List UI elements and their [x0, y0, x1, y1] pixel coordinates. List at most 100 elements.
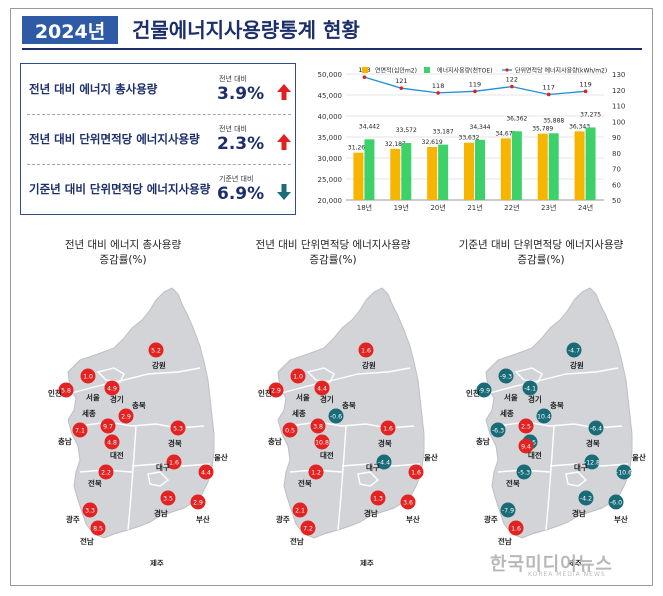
korea-map-2: 2.9인천 1.0 서울 4.4경기 1.6 강원 3.8 세종 -0.6충북 0.5충남 10.8…	[258, 287, 438, 566]
bar-energy-use	[401, 142, 412, 200]
kpi-label: 기준년 대비 단위면적당 에너지사용량	[29, 182, 211, 196]
x-tick-label: 24년	[578, 203, 593, 212]
region-value-bubble	[490, 422, 506, 438]
bar-energy-use	[585, 127, 596, 200]
bar-energy-use	[475, 139, 485, 200]
region-value: 5.3	[173, 426, 183, 433]
bar-data-label: 32,619	[422, 139, 443, 146]
region-name-label: 세종	[500, 408, 514, 418]
y-right-tick-label: 60	[612, 181, 621, 189]
region-name-label: 대구	[574, 462, 588, 472]
intensity-data-label: 117	[543, 83, 555, 91]
region-value-bubble	[584, 454, 600, 470]
kpi-summary-box: 전년 대비 에너지 총사용량 전년 대비 3.9% 전년 대비 단위면적당 에너…	[20, 63, 296, 215]
region-value: -9.9	[478, 388, 490, 395]
region-name-label: 부산	[196, 514, 210, 524]
region-name-label: 충남	[268, 436, 282, 446]
region-name-label: 인천	[466, 388, 480, 398]
region-value: -4.2	[580, 496, 592, 503]
region-value: 2.2	[101, 470, 111, 477]
watermark-logo: 한국미디어뉴스	[490, 554, 613, 575]
y-right-tick-label: 70	[612, 166, 621, 174]
region-value-bubble	[160, 490, 176, 506]
province-border	[96, 367, 125, 383]
bar-data-label: 35,888	[543, 117, 564, 124]
region-value: -6.4	[590, 426, 602, 433]
region-value: -5.3	[518, 470, 530, 477]
region-value: 1.0	[83, 374, 93, 381]
map-subtitle: 증감률(%)	[99, 254, 146, 266]
bar-energy-use	[364, 139, 375, 200]
region-name-label: 울산	[424, 452, 438, 462]
region-name-label: 대전	[320, 450, 334, 460]
region-name-label: 경기	[320, 394, 334, 404]
region-value-bubble	[408, 464, 424, 480]
region-value: -0.6	[330, 414, 342, 421]
intensity-data-label: 122	[506, 76, 518, 84]
bar-floor-area	[500, 138, 511, 200]
province-border	[67, 367, 201, 395]
region-value: 7.2	[303, 526, 313, 533]
region-value: -10.6	[616, 470, 632, 477]
map-title: 기준년 대비 단위면적당 에너지사용량	[459, 238, 624, 251]
intensity-point	[583, 89, 588, 94]
legend-label: 연면적(십만m2)	[375, 67, 417, 75]
region-value: 4.4	[317, 386, 327, 393]
region-name-label: 전남	[290, 536, 304, 546]
intensity-data-label: 119	[579, 80, 591, 88]
y-left-tick-label: 40,000	[318, 113, 343, 121]
intensity-point	[436, 91, 440, 95]
y-right-tick-label: 100	[612, 118, 625, 126]
region-name-label: 강원	[152, 360, 166, 370]
bar-floor-area	[574, 131, 585, 200]
region-value: 1.6	[511, 526, 521, 533]
x-tick-label: 22년	[504, 203, 519, 212]
x-tick-label: 23년	[541, 203, 556, 212]
region-value: 10.4	[537, 414, 551, 421]
region-value: 2.9	[193, 500, 203, 507]
region-value: -9.3	[500, 374, 512, 381]
y-right-tick-label: 50	[612, 197, 621, 205]
region-value: 1.6	[169, 460, 179, 467]
region-value-bubble	[290, 368, 306, 384]
region-value-bubble	[148, 342, 164, 358]
legend-label: 단위면적당 에너지사용량(kWh/m2)	[515, 67, 607, 75]
bar-data-label: 34,672	[495, 130, 516, 137]
region-name-label: 서울	[296, 392, 310, 402]
region-name-label: 전북	[298, 478, 312, 488]
kpi-divider	[27, 164, 291, 165]
region-name-label: 전북	[88, 478, 102, 488]
y-left-tick-label: 30,000	[318, 155, 343, 163]
bar-data-label: 35,789	[532, 126, 553, 133]
bar-data-label: 34,442	[359, 123, 380, 130]
region-value-bubble	[170, 420, 186, 436]
region-name-label: 전남	[498, 536, 512, 546]
region-name-label: 광주	[276, 514, 290, 524]
x-tick-label: 20년	[430, 203, 445, 212]
region-value-bubble	[566, 342, 582, 358]
region-value-bubble	[358, 342, 374, 358]
legend-swatch	[424, 67, 430, 73]
kpi-value: 3.9%	[217, 84, 265, 104]
y-left-tick-label: 50,000	[318, 71, 343, 79]
region-value: 4.9	[107, 386, 117, 393]
region-value: 2.9	[271, 388, 281, 395]
intensity-point	[546, 92, 551, 97]
intensity-data-label: 118	[432, 82, 444, 90]
province-border	[485, 367, 619, 395]
region-name-label: 부산	[406, 514, 420, 524]
bar-floor-area	[353, 152, 364, 200]
kpi-value: 2.3%	[217, 134, 265, 154]
figure-frame	[10, 8, 653, 586]
province-border	[514, 367, 543, 383]
region-value-bubble	[300, 520, 316, 536]
region-name-label: 충남	[58, 436, 72, 446]
y-left-tick-label: 20,000	[318, 197, 343, 205]
region-value-bubble	[518, 418, 534, 434]
intensity-point	[399, 86, 404, 90]
region-value-bubble	[80, 368, 96, 384]
region-value: 1.0	[293, 374, 303, 381]
legend-label: 에너지사용량(천TOE)	[437, 67, 493, 75]
region-name-label: 광주	[66, 514, 80, 524]
region-value: 2.9	[121, 414, 131, 421]
